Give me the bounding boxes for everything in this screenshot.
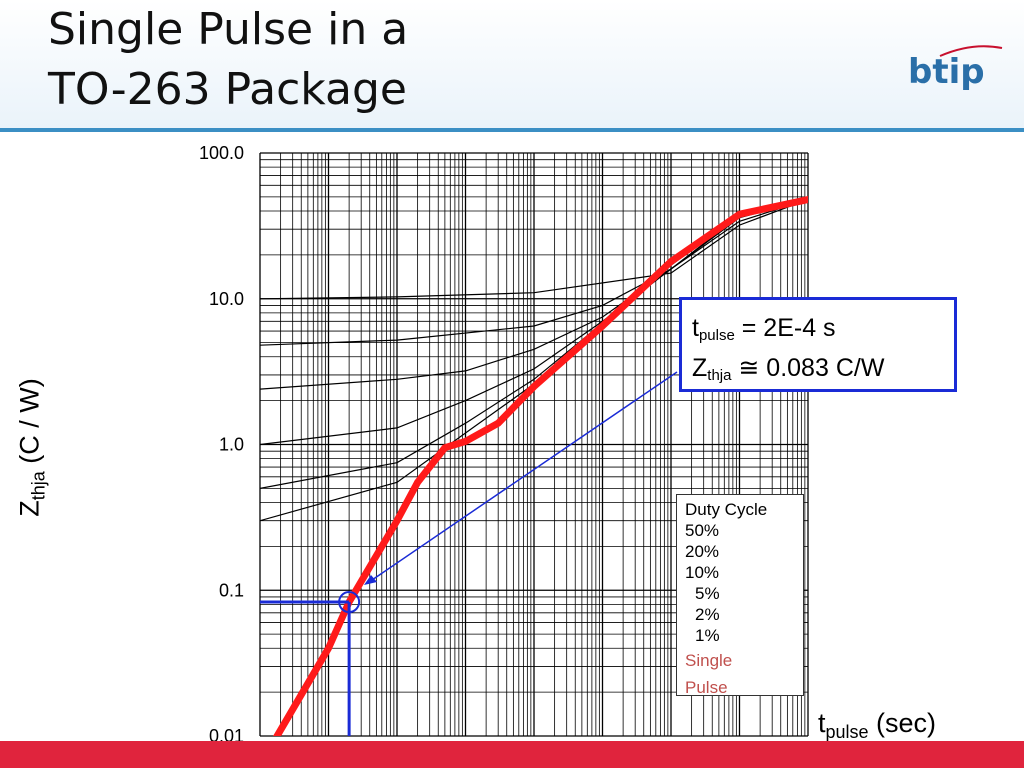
y-tick-label: 10.0 — [209, 289, 244, 309]
footer-band — [0, 741, 1024, 768]
slide-title: Single Pulse in a TO-263 Package — [48, 0, 408, 120]
legend-item: 10% — [685, 563, 720, 582]
y-axis-label: Zthja (C / W) — [14, 378, 49, 517]
callout-line1: tpulse = 2E-4 s — [692, 314, 836, 344]
header-band — [0, 0, 1024, 128]
slide-title-line1: Single Pulse in a — [48, 4, 409, 55]
legend-title: Duty Cycle — [685, 500, 768, 519]
header-rule — [0, 128, 1024, 132]
chart-annotations — [260, 371, 678, 736]
legend-item: 20% — [685, 542, 720, 561]
legend-item: 50% — [685, 521, 720, 540]
x-axis-label: tpulse (sec) — [818, 708, 937, 742]
legend-item: 2% — [695, 605, 720, 624]
btip-logo: btip — [902, 44, 1012, 104]
logo-swoosh-icon — [939, 45, 1003, 57]
logo-text: btip — [908, 52, 985, 92]
operating-point-marker — [338, 591, 361, 614]
callout-arrowhead — [364, 575, 377, 585]
callout-pointer — [371, 371, 678, 581]
callout-box: tpulse = 2E-4 s Zthja ≅ 0.083 C/W — [679, 297, 957, 392]
legend-single-pulse: Single Pulse — [685, 651, 733, 697]
legend-item: 1% — [695, 626, 720, 645]
callout-line2: Zthja ≅ 0.083 C/W — [692, 354, 885, 384]
y-tick-label: 1.0 — [219, 435, 244, 455]
chart-legend: Duty Cycle 50% 20% 10% 5% 2% 1% Single Pu… — [676, 494, 804, 697]
duty-cycle-curve-20pct — [260, 198, 808, 346]
slide-title-line2: TO-263 Package — [48, 64, 407, 115]
y-tick-label: 100.0 — [199, 143, 244, 163]
legend-item: 5% — [695, 584, 720, 603]
y-tick-label: 0.1 — [219, 580, 244, 600]
duty-cycle-curve-50pct — [260, 198, 808, 300]
